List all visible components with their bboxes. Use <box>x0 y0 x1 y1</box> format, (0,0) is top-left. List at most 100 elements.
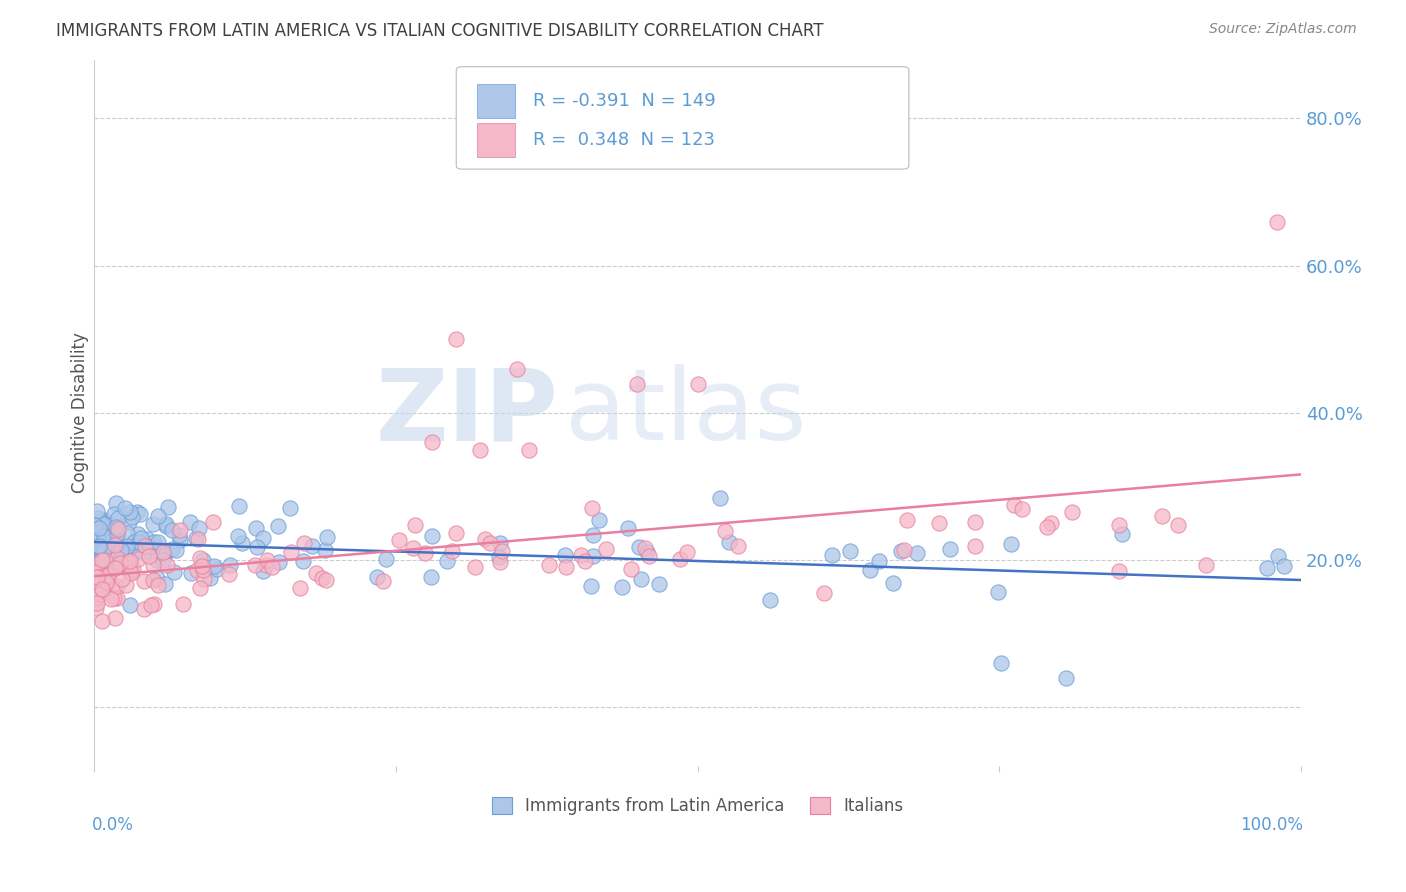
Point <box>305 566 328 581</box>
Point <box>127 551 149 566</box>
Point <box>569 548 592 562</box>
Point <box>262 559 284 574</box>
Point <box>193 563 215 577</box>
Point <box>190 582 212 596</box>
Point <box>138 549 160 564</box>
Point <box>114 501 136 516</box>
Point <box>630 572 652 586</box>
Point <box>118 554 141 568</box>
Point <box>292 536 315 550</box>
Point <box>87 539 110 553</box>
Text: R = -0.391  N = 149: R = -0.391 N = 149 <box>533 92 716 110</box>
Point <box>139 598 162 612</box>
Point <box>104 538 127 552</box>
Point <box>169 528 191 542</box>
Point <box>610 580 633 594</box>
Point <box>84 544 107 558</box>
Point <box>574 554 596 568</box>
Point <box>838 544 860 558</box>
Point <box>105 591 128 606</box>
Point <box>1036 520 1059 534</box>
Point <box>464 560 486 574</box>
Text: 100.0%: 100.0% <box>1240 816 1303 834</box>
Point <box>636 545 658 559</box>
Point <box>1039 516 1062 530</box>
Point <box>226 528 249 542</box>
Point <box>617 521 640 535</box>
Point <box>868 554 890 568</box>
Point <box>129 531 152 545</box>
Point <box>155 558 177 573</box>
Point <box>97 518 120 533</box>
Point <box>162 523 184 537</box>
Point <box>104 496 127 510</box>
Point <box>218 558 240 573</box>
Point <box>111 572 134 586</box>
Point <box>1265 214 1288 228</box>
Point <box>413 546 436 560</box>
Point <box>86 569 108 583</box>
Point <box>86 565 108 579</box>
Point <box>142 539 165 553</box>
Point <box>648 577 671 591</box>
Text: Source: ZipAtlas.com: Source: ZipAtlas.com <box>1209 22 1357 37</box>
Point <box>186 564 208 578</box>
Point <box>86 590 108 604</box>
Point <box>98 549 121 564</box>
Point <box>191 553 214 567</box>
Point <box>290 581 312 595</box>
Point <box>87 570 110 584</box>
Point <box>157 500 180 514</box>
Point <box>172 597 194 611</box>
Point <box>101 545 124 559</box>
Point <box>98 544 121 558</box>
Point <box>628 541 651 555</box>
Point <box>169 523 191 537</box>
Point <box>314 542 336 557</box>
Point <box>165 542 187 557</box>
Point <box>142 558 165 572</box>
Point <box>686 376 709 391</box>
Point <box>634 541 657 555</box>
Point <box>127 527 149 541</box>
Point <box>243 558 266 573</box>
Point <box>301 539 323 553</box>
Point <box>84 518 107 533</box>
Point <box>316 530 339 544</box>
Point <box>96 578 118 592</box>
Point <box>1256 560 1278 574</box>
Point <box>108 556 131 570</box>
Text: atlas: atlas <box>565 365 807 461</box>
Point <box>1195 558 1218 573</box>
Point <box>858 563 880 577</box>
Point <box>188 521 211 535</box>
Point <box>107 511 129 525</box>
Point <box>402 541 425 555</box>
Point <box>91 582 114 596</box>
Point <box>155 577 177 591</box>
Point <box>420 529 443 543</box>
Point <box>489 555 512 569</box>
Point <box>134 574 156 588</box>
Point <box>938 541 960 556</box>
Point <box>905 546 928 560</box>
Point <box>440 544 463 558</box>
FancyBboxPatch shape <box>477 84 516 118</box>
FancyBboxPatch shape <box>477 123 516 157</box>
Point <box>93 513 115 527</box>
Point <box>155 518 177 533</box>
Point <box>1272 558 1295 573</box>
Point <box>205 561 228 575</box>
Point <box>86 528 108 542</box>
Point <box>169 533 191 548</box>
Point <box>1108 564 1130 578</box>
Point <box>245 521 267 535</box>
Point <box>84 591 107 605</box>
Point <box>1000 536 1022 550</box>
Point <box>1111 527 1133 541</box>
Point <box>148 535 170 549</box>
Point <box>588 513 610 527</box>
Point <box>128 534 150 549</box>
Point <box>1011 502 1033 516</box>
Point <box>111 541 134 556</box>
